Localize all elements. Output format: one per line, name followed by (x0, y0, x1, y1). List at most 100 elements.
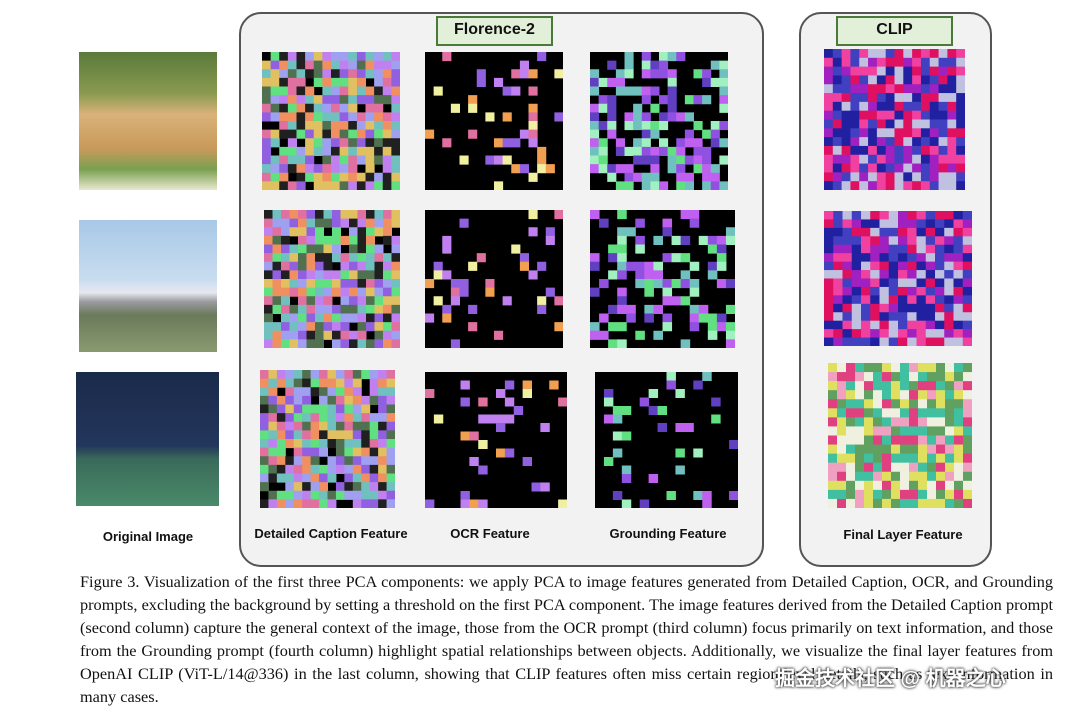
map-cell (894, 84, 904, 94)
map-cell (305, 164, 315, 174)
map-cell (612, 414, 623, 424)
map-cell (386, 464, 395, 474)
map-cell (319, 430, 328, 440)
map-cell (918, 480, 928, 491)
map-cell (938, 181, 948, 190)
map-cell (935, 312, 945, 322)
map-cell (953, 270, 964, 279)
map-cell (870, 236, 880, 246)
map-cell (833, 244, 843, 254)
map-cell (842, 270, 853, 279)
map-cell (938, 66, 948, 76)
map-cell (361, 499, 371, 508)
map-cell (841, 145, 851, 156)
map-cell (956, 128, 965, 138)
map-cell (841, 84, 851, 94)
map-cell (912, 75, 922, 85)
map-cell (281, 261, 290, 271)
map-cell (537, 296, 547, 306)
map-cell (369, 439, 379, 449)
map-cell (391, 210, 400, 220)
map-cell (366, 313, 375, 323)
map-cell (944, 303, 954, 313)
map-cell (348, 181, 358, 190)
map-cell (528, 121, 538, 131)
map-cell (335, 421, 345, 431)
map-cell (891, 363, 901, 373)
map-cell (824, 93, 834, 103)
map-cell (909, 480, 919, 491)
map-cell (837, 471, 847, 482)
map-cell (339, 164, 349, 174)
map-cell (953, 219, 964, 229)
map-cell (450, 103, 460, 113)
map-cell (851, 227, 862, 237)
map-cell (374, 103, 384, 113)
map-cell (319, 490, 328, 500)
map-cell (298, 296, 307, 306)
map-cell (315, 279, 324, 289)
map-cell (945, 444, 955, 455)
map-cell (296, 52, 306, 62)
map-cell (710, 181, 720, 190)
map-cell (938, 172, 948, 182)
map-cell (356, 146, 366, 156)
map-cell (894, 49, 904, 59)
map-cell (260, 378, 269, 388)
map-cell (262, 138, 272, 148)
map-cell (888, 253, 899, 263)
map-cell (954, 417, 964, 427)
map-cell (918, 408, 928, 418)
map-cell (947, 154, 957, 165)
map-cell (929, 154, 940, 165)
map-cell (494, 155, 504, 165)
map-cell (357, 210, 367, 220)
map-cell (279, 95, 289, 105)
map-cell (947, 172, 957, 182)
map-cell (382, 60, 392, 70)
map-cell (528, 129, 538, 139)
map-cell (944, 244, 954, 254)
map-cell (861, 261, 871, 271)
map-cell (841, 93, 851, 103)
map-cell (281, 313, 290, 323)
map-cell (459, 218, 469, 228)
map-cell (873, 489, 883, 500)
map-cell (386, 473, 395, 483)
map-cell (302, 395, 312, 405)
map-cell (900, 462, 910, 473)
map-cell (891, 471, 901, 482)
map-cell (310, 421, 320, 431)
map-cell (846, 498, 856, 508)
map-cell (650, 155, 660, 165)
map-cell (298, 330, 307, 340)
map-cell (386, 439, 395, 449)
map-cell (864, 498, 874, 508)
map-cell (907, 227, 917, 237)
map-cell (374, 77, 384, 87)
map-cell (374, 287, 384, 297)
map-cell (925, 278, 936, 288)
map-cell (912, 172, 922, 182)
map-cell (842, 286, 853, 296)
map-cell (285, 456, 295, 466)
map-cell (272, 227, 282, 237)
map-cell (302, 370, 312, 380)
map-cell (327, 456, 337, 466)
map-cell (657, 406, 667, 415)
map-cell (264, 296, 273, 306)
map-cell (850, 75, 860, 85)
map-cell (356, 138, 366, 148)
map-cell (323, 322, 333, 332)
map-cell (386, 421, 395, 431)
map-cell (374, 181, 384, 190)
map-cell (348, 103, 358, 113)
map-cell (662, 313, 673, 323)
map-cell (285, 473, 295, 483)
map-cell (900, 426, 910, 436)
map-cell (824, 295, 834, 305)
map-cell (383, 235, 392, 245)
map-cell (935, 329, 945, 339)
map-cell (873, 390, 883, 400)
map-cell (900, 363, 910, 373)
